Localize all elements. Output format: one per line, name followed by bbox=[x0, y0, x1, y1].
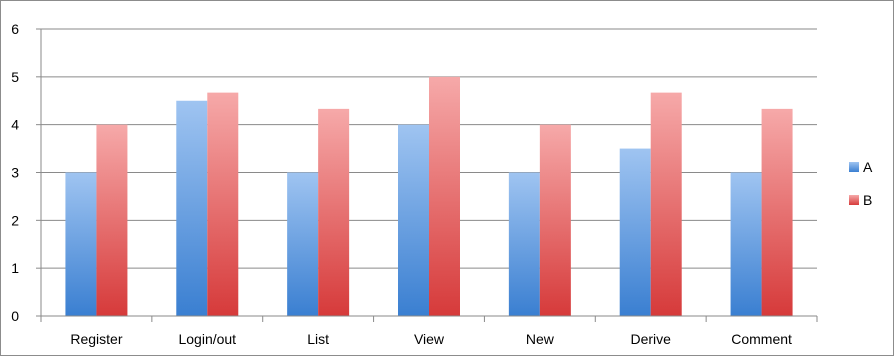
y-tick-labels: 0 1 2 3 4 5 6 bbox=[11, 21, 41, 324]
bar-A-derive bbox=[619, 148, 651, 316]
x-tick-label-register: Register bbox=[70, 331, 122, 347]
legend-label-B: B bbox=[863, 192, 872, 208]
bar-B-register bbox=[96, 124, 128, 317]
x-tick-labels: Register Login/out List View New Derive Commen… bbox=[70, 331, 792, 347]
bar-B-list bbox=[318, 108, 350, 316]
y-tick-label-2: 2 bbox=[11, 212, 19, 228]
legend-swatch-A bbox=[849, 162, 859, 172]
y-tick-label-0: 0 bbox=[11, 308, 19, 324]
x-tick-label-list: List bbox=[307, 331, 329, 347]
bar-A-list bbox=[287, 172, 319, 316]
bar-B-view bbox=[429, 76, 460, 316]
legend: AB bbox=[849, 159, 873, 208]
legend-swatch-B bbox=[849, 195, 859, 205]
bar-B-derive bbox=[650, 92, 682, 316]
x-tick-label-new: New bbox=[526, 331, 555, 347]
bar-B-new bbox=[539, 124, 571, 317]
bar-A-view bbox=[398, 124, 429, 317]
x-tick-label-derive: Derive bbox=[630, 331, 671, 347]
x-tick-label-comment: Comment bbox=[731, 331, 792, 347]
legend-label-A: A bbox=[863, 159, 873, 175]
y-tick-label-6: 6 bbox=[11, 21, 19, 37]
bars bbox=[65, 76, 793, 317]
x-tick-label-login-out: Login/out bbox=[178, 331, 236, 347]
bar-A-new bbox=[508, 172, 540, 316]
y-tick-label-3: 3 bbox=[11, 165, 19, 181]
x-tick-label-view: View bbox=[414, 331, 445, 347]
bar-A-comment bbox=[730, 172, 762, 316]
bar-B-login-out bbox=[207, 92, 239, 316]
bar-B-comment bbox=[761, 108, 793, 316]
bar-A-login-out bbox=[176, 100, 208, 316]
y-tick-label-5: 5 bbox=[11, 69, 19, 85]
y-tick-label-4: 4 bbox=[11, 117, 19, 133]
y-tick-label-1: 1 bbox=[11, 260, 19, 276]
bar-A-register bbox=[65, 172, 97, 316]
